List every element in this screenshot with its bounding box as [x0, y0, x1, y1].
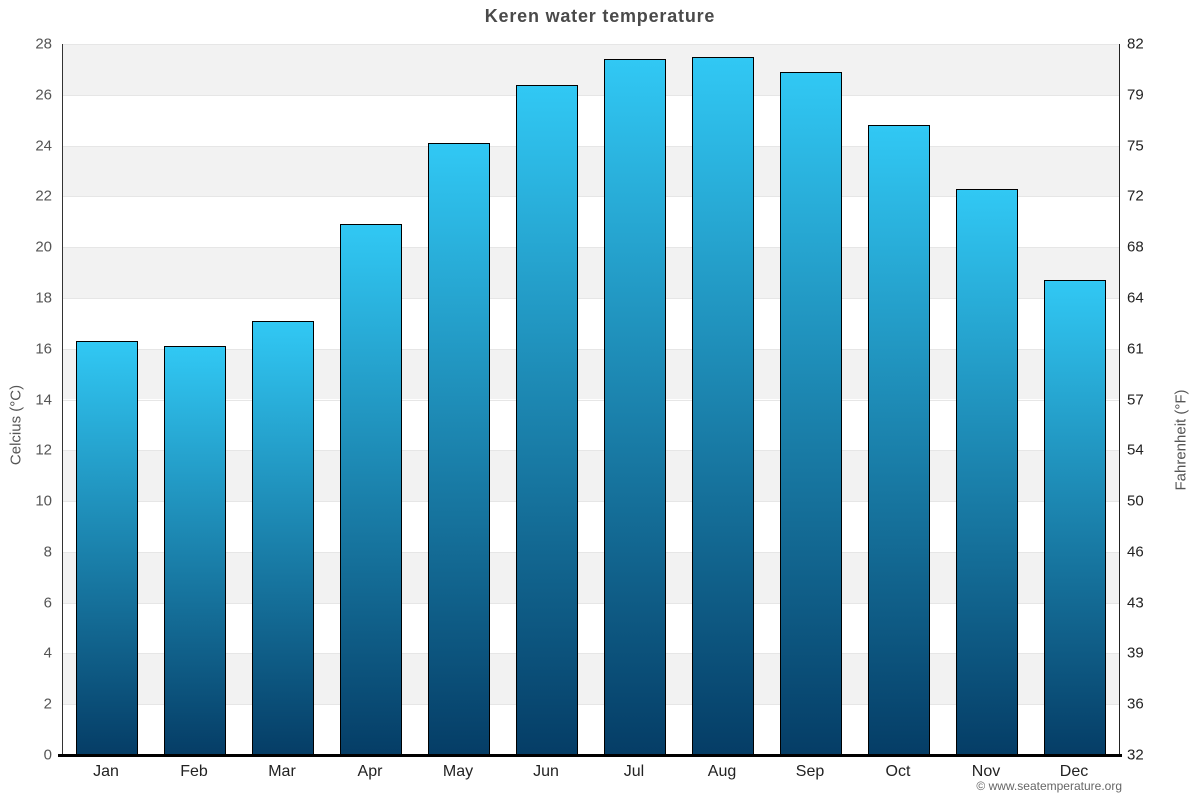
- gridline: [63, 400, 1119, 401]
- y-tick-left: 0: [43, 746, 52, 764]
- x-label-oct: Oct: [885, 763, 911, 780]
- bar-feb[interactable]: [164, 346, 226, 755]
- gridline: [63, 501, 1119, 502]
- bar-apr[interactable]: [340, 224, 402, 755]
- x-label-may: May: [442, 763, 474, 780]
- y-tick-right: 43: [1127, 594, 1144, 612]
- chart-title: Keren water temperature: [484, 6, 716, 26]
- y-axis-right-title: Fahrenheit (°F): [1172, 389, 1190, 491]
- bar-may[interactable]: [428, 143, 490, 755]
- gridline: [63, 552, 1119, 553]
- y-tick-left: 8: [43, 543, 52, 561]
- y-tick-left: 6: [43, 594, 52, 612]
- x-label-aug: Aug: [707, 763, 737, 780]
- gridline: [63, 95, 1119, 96]
- gridline: [63, 44, 1119, 45]
- x-label-dec: Dec: [1059, 763, 1089, 780]
- plot-band: [63, 348, 1119, 400]
- bar-dec[interactable]: [1044, 280, 1106, 755]
- y-tick-left: 26: [35, 86, 52, 104]
- gridline: [63, 146, 1119, 147]
- gridline: [63, 196, 1119, 197]
- plot-band: [63, 44, 1119, 95]
- bar-oct[interactable]: [868, 125, 930, 755]
- x-label-feb: Feb: [180, 763, 208, 780]
- y-tick-left: 20: [35, 238, 52, 256]
- x-label-jul: Jul: [623, 763, 645, 780]
- bar-jun[interactable]: [516, 85, 578, 755]
- plot-band: [63, 653, 1119, 705]
- y-tick-right: 46: [1127, 543, 1144, 561]
- x-label-mar: Mar: [268, 763, 296, 780]
- copyright: © www.seatemperature.org: [976, 779, 1122, 793]
- gridline: [63, 653, 1119, 654]
- y-tick-right: 39: [1127, 644, 1144, 662]
- x-axis-line: [58, 754, 1122, 757]
- y-tick-left: 16: [35, 340, 52, 358]
- x-label-jan: Jan: [93, 763, 119, 780]
- x-label-jun: Jun: [533, 763, 559, 780]
- y-tick-right: 50: [1127, 492, 1144, 510]
- bar-nov[interactable]: [956, 189, 1018, 755]
- y-tick-left: 4: [43, 644, 52, 662]
- gridline: [63, 349, 1119, 350]
- y-tick-left: 14: [35, 391, 52, 408]
- y-tick-right: 32: [1127, 746, 1144, 764]
- y-tick-right: 64: [1127, 289, 1144, 307]
- y-tick-left: 2: [43, 695, 52, 713]
- gridline: [63, 450, 1119, 451]
- x-label-nov: Nov: [971, 763, 1001, 780]
- plot-band: [63, 145, 1119, 197]
- y-tick-left: 22: [35, 187, 52, 205]
- gridline: [63, 247, 1119, 248]
- y-tick-right: 61: [1127, 340, 1144, 358]
- y-tick-left: 10: [35, 492, 52, 510]
- plot-area: [62, 44, 1120, 755]
- plot-band: [63, 247, 1119, 298]
- plot-band: [63, 450, 1119, 502]
- y-tick-left: 28: [35, 35, 52, 53]
- y-tick-left: 18: [35, 289, 52, 307]
- x-label-apr: Apr: [357, 763, 383, 780]
- y-tick-right: 68: [1127, 238, 1144, 256]
- y-tick-right: 36: [1127, 695, 1144, 713]
- gridline: [63, 603, 1119, 604]
- y-tick-right: 57: [1127, 391, 1144, 408]
- gridline: [63, 704, 1119, 705]
- y-tick-right: 79: [1127, 86, 1144, 104]
- bar-jan[interactable]: [76, 341, 138, 755]
- plot-band: [63, 551, 1119, 603]
- gridline: [63, 298, 1119, 299]
- y-tick-right: 72: [1127, 187, 1144, 205]
- bar-mar[interactable]: [252, 321, 314, 755]
- y-tick-left: 12: [35, 441, 52, 459]
- y-tick-right: 75: [1127, 137, 1144, 155]
- y-tick-right: 54: [1127, 441, 1144, 459]
- y-tick-left: 24: [35, 137, 52, 155]
- x-label-sep: Sep: [795, 763, 825, 780]
- bar-sep[interactable]: [780, 72, 842, 755]
- bar-aug[interactable]: [692, 57, 754, 755]
- y-tick-right: 82: [1127, 35, 1144, 53]
- bar-jul[interactable]: [604, 59, 666, 755]
